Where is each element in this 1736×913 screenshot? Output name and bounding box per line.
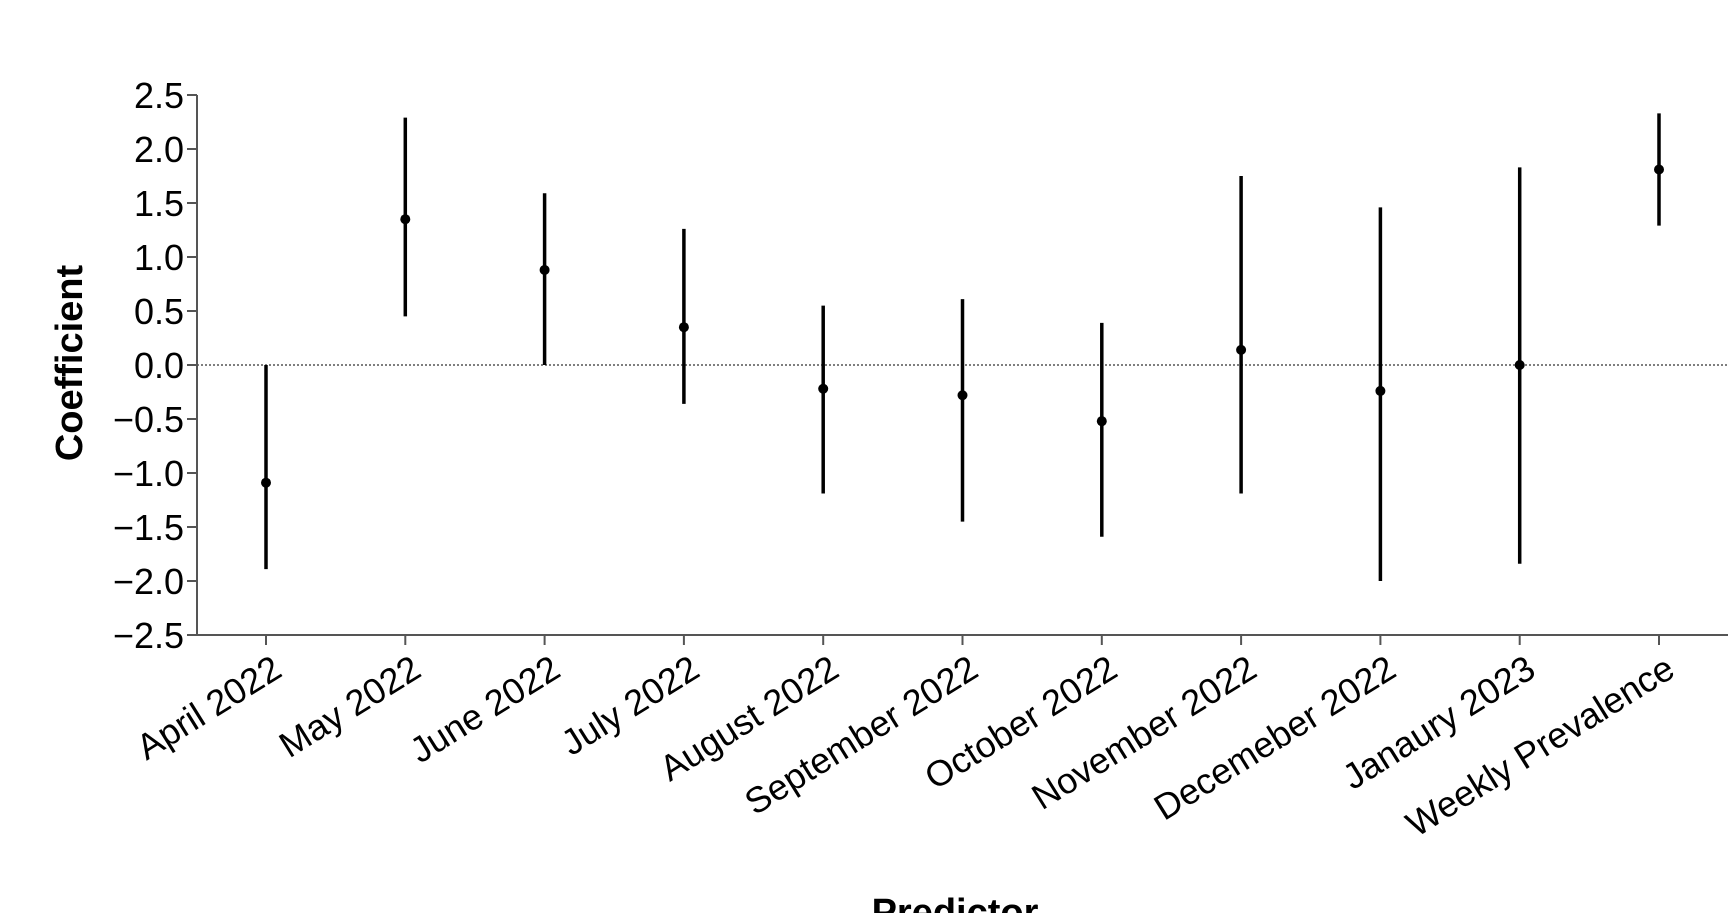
x-axis-title: Predictor <box>872 892 1039 913</box>
point-estimate <box>1375 385 1386 396</box>
point-estimate <box>678 322 689 333</box>
point-estimate <box>1236 344 1247 355</box>
y-axis-title: Coefficient <box>49 264 91 461</box>
x-tick-label: June 2022 <box>403 647 567 771</box>
y-tick-label: −0.5 <box>113 399 184 440</box>
y-tick-label: 0.0 <box>134 345 184 386</box>
y-tick-label: 1.0 <box>134 237 184 278</box>
y-tick-label: −2.5 <box>113 615 184 656</box>
x-tick-label: September 2022 <box>737 647 984 823</box>
point-estimate <box>1096 416 1107 427</box>
y-tick-label: 2.5 <box>134 75 184 116</box>
point-estimate <box>400 214 411 225</box>
x-tick-label: Weekly Prevalence <box>1399 647 1681 845</box>
point-estimate <box>818 383 829 394</box>
y-tick-label: −2.0 <box>113 561 184 602</box>
y-tick-label: −1.5 <box>113 507 184 548</box>
x-tick-label: April 2022 <box>129 647 288 768</box>
point-estimate <box>539 264 550 275</box>
y-tick-label: 0.5 <box>134 291 184 332</box>
y-tick-label: 2.0 <box>134 129 184 170</box>
x-tick-label: Decemeber 2022 <box>1147 647 1403 828</box>
point-estimate <box>1514 360 1525 370</box>
point-estimate <box>957 390 968 401</box>
x-tick-label: May 2022 <box>272 647 428 766</box>
y-tick-label: 1.5 <box>134 183 184 224</box>
point-estimate <box>1654 164 1664 175</box>
y-tick-label: −1.0 <box>113 453 184 494</box>
point-estimate <box>261 477 271 488</box>
